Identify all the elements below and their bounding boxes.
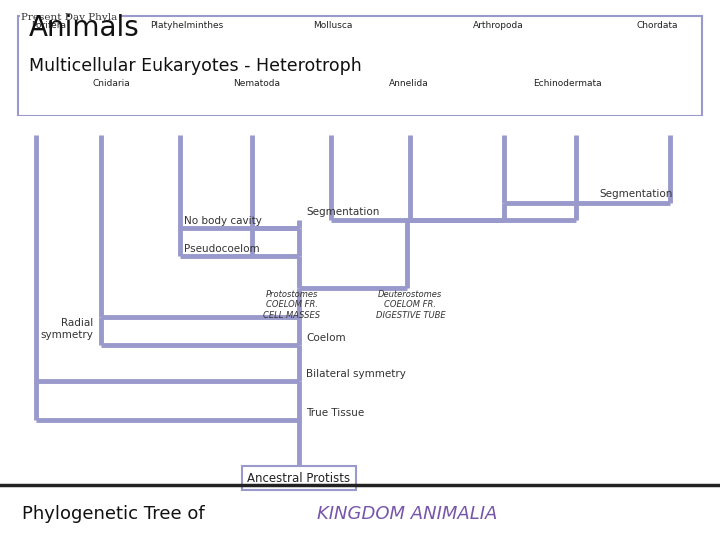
Text: Radial
symmetry: Radial symmetry [41,319,94,340]
Text: Arthropoda: Arthropoda [473,21,523,30]
Text: Pseudocoelom: Pseudocoelom [184,244,259,254]
Text: Multicellular Eukaryotes - Heterotroph: Multicellular Eukaryotes - Heterotroph [29,57,361,75]
Text: KINGDOM ANIMALIA: KINGDOM ANIMALIA [317,505,498,523]
Text: No body cavity: No body cavity [184,216,261,226]
Text: Present Day Phyla: Present Day Phyla [22,13,117,22]
Text: Ancestral Protists: Ancestral Protists [247,472,351,485]
Text: Coelom: Coelom [306,333,346,343]
Text: Cnidaria: Cnidaria [92,79,130,88]
Text: Phylogenetic Tree of: Phylogenetic Tree of [22,505,210,523]
Text: Annelida: Annelida [389,79,428,88]
Text: Segmentation: Segmentation [306,207,379,217]
Text: Segmentation: Segmentation [600,189,673,199]
Text: Platyhelminthes: Platyhelminthes [150,21,224,30]
Text: Bilateral symmetry: Bilateral symmetry [306,369,406,379]
Text: Animals: Animals [29,14,140,42]
Text: Nematoda: Nematoda [233,79,280,88]
Text: Echinodermata: Echinodermata [533,79,602,88]
Text: True Tissue: True Tissue [306,408,364,418]
Text: Chordata: Chordata [636,21,678,30]
Text: Protostomes
COELOM FR.
CELL MASSES: Protostomes COELOM FR. CELL MASSES [263,290,320,320]
Text: Porifera: Porifera [32,21,66,30]
Text: Mollusca: Mollusca [312,21,352,30]
Text: Deuterostomes
COELOM FR.
DIGESTIVE TUBE: Deuterostomes COELOM FR. DIGESTIVE TUBE [376,290,445,320]
